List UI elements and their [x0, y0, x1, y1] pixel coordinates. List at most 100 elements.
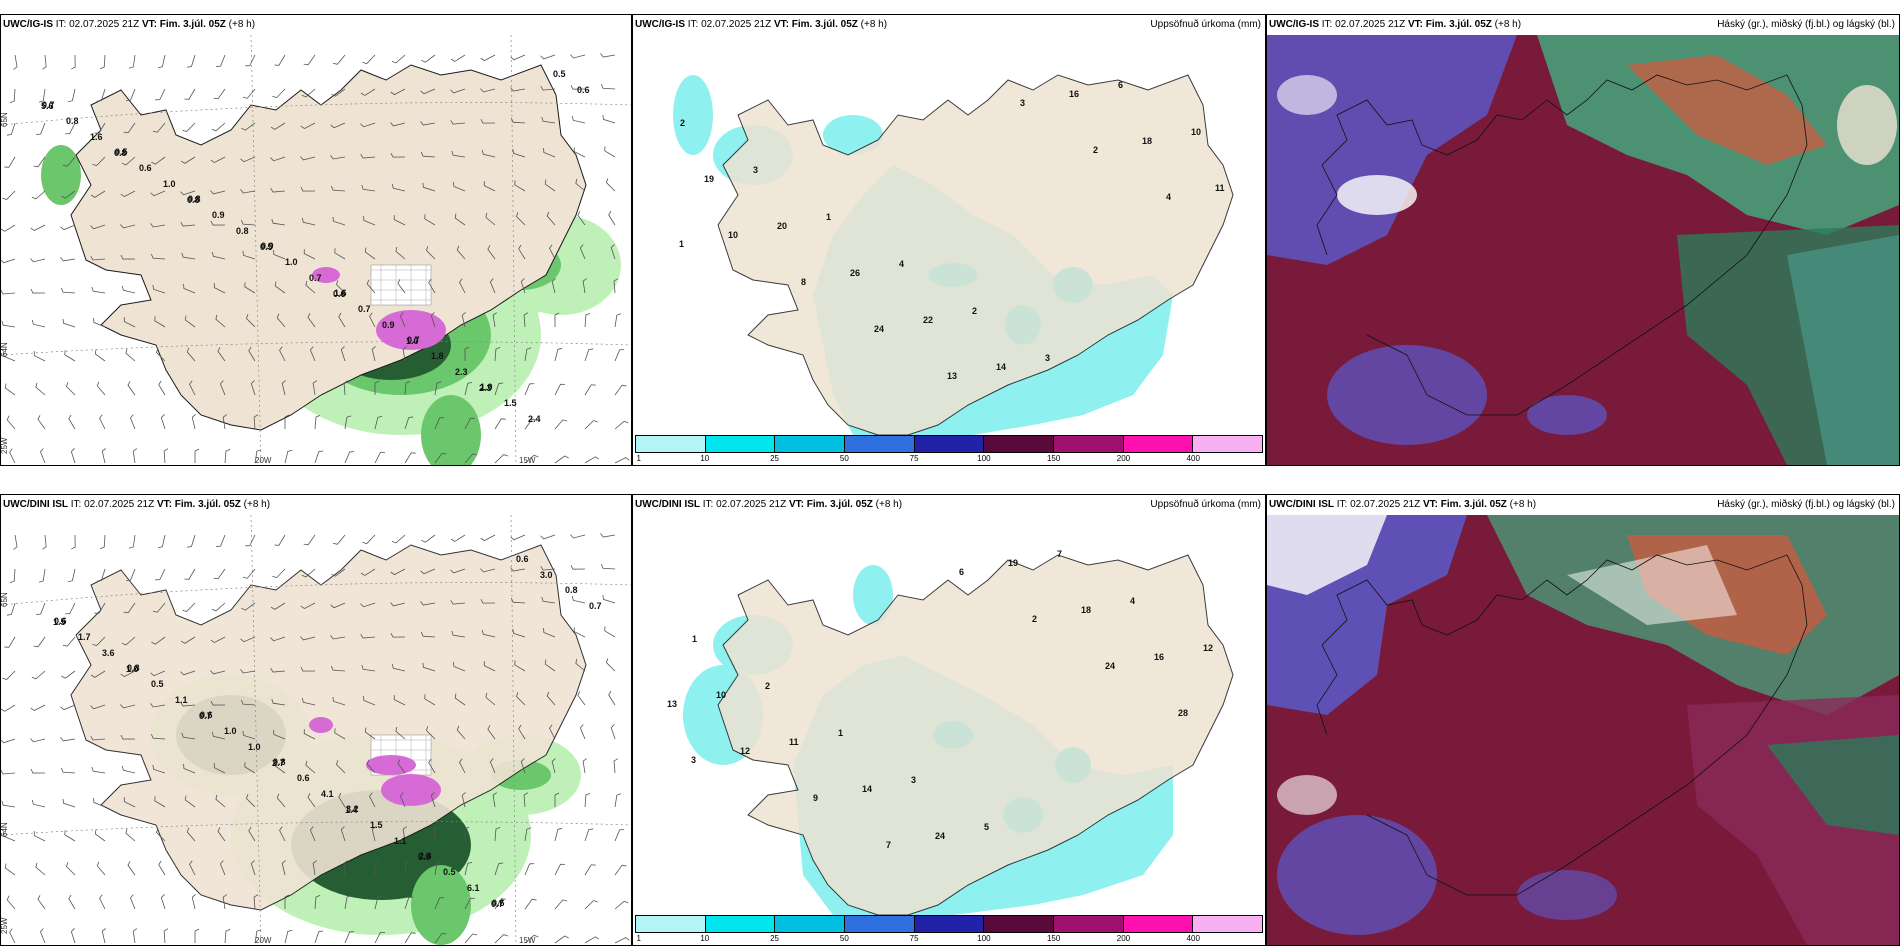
- wind-barb: [31, 319, 46, 328]
- legend-swatch: [705, 916, 776, 932]
- wind-barb: [245, 54, 256, 67]
- wind-barb: [459, 278, 466, 294]
- panel-precip-bottom: UWC/DINI ISL IT: 02.07.2025 21Z VT: Fim.…: [632, 494, 1266, 946]
- wind-barb: [434, 932, 447, 944]
- it-value: 02.07.2025 21Z: [84, 499, 155, 510]
- panel-header: UWC/DINI ISL IT: 02.07.2025 21Z VT: Fim.…: [3, 497, 629, 513]
- wind-barb: [450, 600, 466, 605]
- precip-value-label: 2: [972, 306, 977, 316]
- wind-barb: [152, 764, 166, 774]
- lon-label-20w: 20W: [255, 936, 272, 945]
- lon-label-25w: 25W: [1, 437, 9, 454]
- precip-value-label: 3: [753, 165, 758, 175]
- wind-barb: [584, 348, 594, 362]
- wind-barb: [191, 894, 196, 910]
- wind-barb: [154, 796, 166, 808]
- wind-barb: [494, 862, 504, 876]
- wind-barb: [123, 602, 136, 614]
- precip-value-label: 3: [911, 775, 916, 785]
- wind-barb: [99, 54, 106, 70]
- precip-labels: 0.60.80.60.83.22.80.60.81.70.51.00.61.50…: [53, 554, 602, 909]
- wind-barb: [494, 934, 508, 944]
- wind-barb: [369, 312, 376, 328]
- wind-barb: [213, 283, 226, 294]
- wind-barb: [464, 453, 478, 464]
- wind-barb: [540, 86, 556, 91]
- wind-barb: [360, 634, 376, 639]
- wind-barb: [404, 416, 414, 430]
- wind-barb: [450, 88, 466, 94]
- wind-barb: [4, 156, 16, 168]
- it-value: 02.07.2025 21Z: [69, 19, 140, 30]
- glacier-hatch: [309, 717, 441, 806]
- wind-barb: [67, 88, 76, 103]
- wind-barb: [450, 120, 466, 125]
- wind-barb: [453, 182, 466, 192]
- precip-value-label: 2.8: [419, 851, 432, 861]
- precip-value-label: 0.6: [139, 163, 152, 173]
- legend-tick-label: 1: [636, 454, 641, 463]
- wind-barb: [6, 415, 16, 430]
- precip-value-label: 0.6: [492, 898, 505, 908]
- wind-barb: [273, 249, 286, 260]
- wind-barb: [613, 758, 619, 774]
- it-value: 02.07.2025 21Z: [701, 19, 772, 30]
- wind-barb: [90, 735, 106, 741]
- wind-barb: [480, 598, 496, 604]
- wind-barb: [6, 122, 16, 136]
- wind-barb: [480, 54, 496, 62]
- precip-value-label: 22: [923, 315, 933, 325]
- wind-barb: [150, 703, 166, 708]
- precip-value-label: 1.7: [78, 632, 91, 642]
- wind-barb: [450, 568, 466, 574]
- model-name: UWC/DINI ISL: [1269, 499, 1334, 510]
- wind-barb: [573, 147, 586, 158]
- wind-barb: [250, 380, 256, 396]
- precip-value-label: 10: [728, 230, 738, 240]
- precip-value-label: 0.6: [333, 289, 346, 299]
- precip-value-label: 19: [704, 174, 714, 184]
- wind-barb: [374, 895, 383, 910]
- precip-value-label: 0.8: [187, 195, 200, 205]
- precip-value-label: 14: [862, 784, 872, 794]
- wind-barb: [222, 894, 228, 910]
- precip-value-label: 10: [716, 690, 726, 700]
- wind-barb: [494, 826, 501, 842]
- precip-value-label: 18: [1142, 136, 1152, 146]
- legend-swatches: [635, 915, 1263, 933]
- precip-value-label: 0.8: [236, 226, 249, 236]
- wind-barb: [96, 861, 106, 876]
- wind-barb: [270, 156, 286, 162]
- wind-barb: [158, 860, 166, 876]
- wind-barb: [217, 827, 226, 842]
- wind-barb: [314, 415, 321, 430]
- wind-barb: [62, 156, 76, 167]
- wind-barb: [99, 894, 106, 910]
- wind-barb: [523, 792, 529, 808]
- wind-barb: [456, 725, 466, 740]
- wind-barb: [524, 454, 539, 464]
- wind-barb: [99, 414, 106, 430]
- wind-barb: [213, 763, 226, 774]
- legend-tick-label: 1: [636, 934, 641, 943]
- wind-barb: [395, 246, 406, 260]
- wind-barb: [191, 414, 196, 430]
- wind-barb: [129, 894, 136, 910]
- wind-barb: [362, 54, 376, 65]
- wind-barb: [301, 217, 316, 226]
- cloud-cover-map: [1267, 35, 1899, 465]
- wind-barb: [215, 794, 226, 808]
- wind-barb: [60, 704, 76, 711]
- wind-barb: [210, 190, 226, 195]
- legend-swatches: [635, 435, 1263, 453]
- wind-barb: [332, 216, 346, 226]
- precip-value-label: 6: [1118, 80, 1123, 90]
- wind-barb: [600, 563, 616, 570]
- wind-barb: [156, 348, 166, 362]
- wind-barb: [60, 287, 76, 294]
- precip-value-label: 13: [667, 699, 677, 709]
- wind-barb: [512, 628, 526, 638]
- wind-barb: [96, 568, 106, 582]
- wind-barb: [424, 694, 436, 706]
- lat-label-64n: 64N: [1, 822, 9, 837]
